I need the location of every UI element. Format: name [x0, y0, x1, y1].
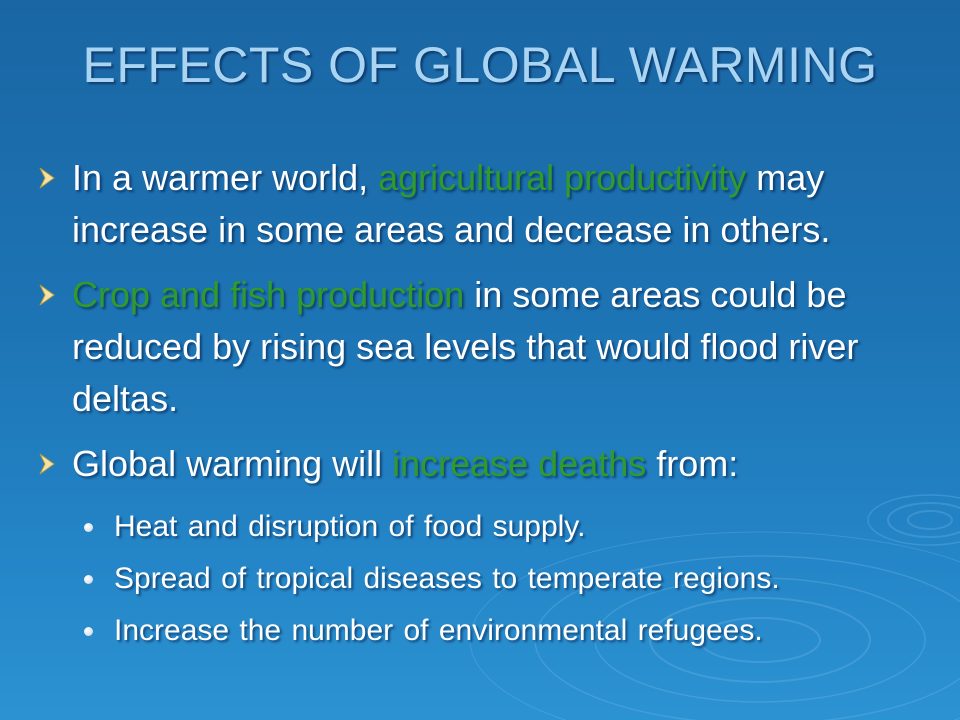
bullet-item-agriculture: In a warmer world, agricultural producti…	[36, 152, 936, 256]
highlight-text: Crop and fish production	[72, 274, 465, 315]
highlight-text: agricultural productivity	[378, 157, 747, 198]
round-bullet-icon	[84, 627, 93, 636]
arrow-bullet-icon	[39, 453, 55, 475]
bullet-text: In a warmer world,	[72, 157, 379, 198]
sub-bullet-item: Heat and disruption of food supply.	[78, 501, 936, 553]
bullet-item-deaths: Global warming will increase deaths from…	[36, 438, 936, 490]
sub-bullet-item: Increase the number of environmental ref…	[78, 605, 936, 657]
slide-title: EFFECTS OF GLOBAL WARMING	[82, 37, 878, 93]
sub-bullet-list: Heat and disruption of food supply. Spre…	[36, 501, 936, 657]
sub-bullet-text: Heat and disruption of food supply.	[114, 510, 586, 543]
bullet-text: from:	[646, 443, 739, 484]
round-bullet-icon	[84, 523, 93, 532]
sub-bullet-text: Spread of tropical diseases to temperate…	[114, 562, 780, 595]
arrow-bullet-icon	[39, 284, 55, 306]
arrow-bullet-icon	[39, 167, 55, 189]
sub-bullet-text: Increase the number of environmental ref…	[114, 614, 763, 647]
highlight-text: increase deaths	[392, 443, 647, 484]
bullet-list: In a warmer world, agricultural producti…	[36, 152, 936, 657]
bullet-text: Global warming will	[72, 443, 393, 484]
bullet-item-crop-fish: Crop and fish production in some areas c…	[36, 269, 936, 425]
sub-bullet-item: Spread of tropical diseases to temperate…	[78, 553, 936, 605]
round-bullet-icon	[84, 575, 93, 584]
bullet-text: in some areas could be reduced by rising…	[72, 274, 859, 419]
bullet-text: may increase in some areas and decrease …	[72, 157, 831, 250]
